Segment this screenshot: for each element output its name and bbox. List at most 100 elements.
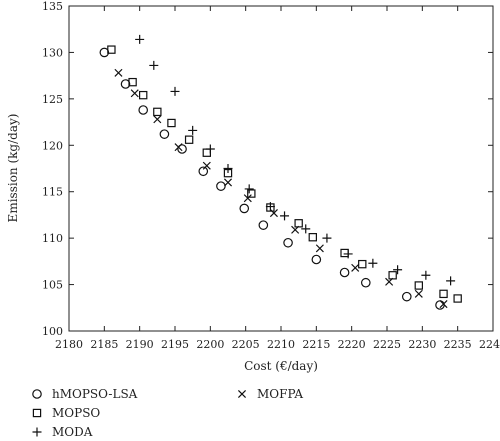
- square-point: [202, 148, 211, 157]
- x-point: [315, 244, 324, 253]
- circle-point: [177, 144, 187, 154]
- y-tick-label: 130: [42, 46, 63, 59]
- square-point: [128, 77, 137, 87]
- square-point: [294, 219, 303, 228]
- square-point: [153, 107, 162, 117]
- plus-point: [205, 144, 215, 154]
- data-points: [99, 34, 462, 310]
- x-point: [385, 277, 394, 286]
- y-tick-label: 110: [42, 232, 63, 245]
- legend-item: MOPSO: [32, 406, 100, 420]
- circle-legend-marker: [32, 389, 42, 399]
- square-point: [107, 45, 116, 54]
- legend-item: MOFPA: [237, 387, 303, 401]
- circle-point: [120, 79, 131, 89]
- legend-label: hMOPSO-LSA: [52, 387, 138, 401]
- y-tick-label: 120: [42, 139, 63, 152]
- legend-label: MOFPA: [257, 387, 303, 401]
- x-tick-label: 2230: [408, 338, 436, 351]
- x-legend-marker: [237, 389, 247, 399]
- x-point: [414, 289, 423, 298]
- series-mofpa: [114, 68, 448, 309]
- x-tick-label: 2200: [196, 338, 224, 351]
- plus-point: [170, 86, 180, 96]
- plus-point: [446, 276, 456, 286]
- x-point: [439, 300, 448, 309]
- plus-point: [421, 270, 431, 280]
- plus-point: [393, 265, 403, 275]
- circle-point: [216, 181, 226, 191]
- axis-ticks: 2180 2185 2190 2195 2200 2205 2210 2215 2220 2225…: [42, 0, 500, 351]
- circle-point: [283, 237, 293, 248]
- x-tick-label: 2235: [444, 338, 472, 351]
- square-point: [184, 135, 194, 144]
- legend-label: MOPSO: [52, 406, 100, 420]
- x-tick-label: 2220: [338, 338, 366, 351]
- circle-point: [401, 291, 412, 302]
- circle-point: [198, 166, 209, 177]
- plus-point: [280, 211, 290, 221]
- y-tick-label: 100: [42, 325, 63, 338]
- square-point: [388, 271, 397, 280]
- plus-point: [368, 258, 378, 268]
- x-tick-label: 2240: [479, 338, 500, 351]
- circle-point: [138, 105, 148, 115]
- plus-point: [135, 34, 145, 44]
- square-point: [439, 289, 448, 299]
- x-point: [243, 194, 252, 203]
- y-tick-label: 135: [42, 0, 63, 13]
- plus-point: [149, 60, 159, 70]
- square-legend-marker: [32, 408, 42, 418]
- x-tick-label: 2190: [126, 338, 154, 351]
- x-point: [291, 225, 300, 234]
- x-tick-label: 2210: [267, 338, 295, 351]
- x-point: [130, 89, 139, 98]
- y-tick-label: 105: [42, 279, 63, 292]
- x-tick-label: 2215: [302, 338, 330, 351]
- x-point: [351, 263, 360, 272]
- series-hmopso-lsa: [99, 47, 445, 310]
- plus-point: [223, 164, 233, 173]
- circle-point: [360, 277, 371, 288]
- circle-point: [159, 129, 170, 139]
- x-tick-label: 2180: [55, 338, 83, 351]
- circle-point: [311, 254, 322, 265]
- square-point: [139, 90, 148, 100]
- series-mopso: [107, 45, 462, 303]
- plus-legend-marker: [32, 427, 42, 437]
- x-tick-label: 2225: [373, 338, 401, 351]
- square-point: [340, 248, 349, 258]
- x-point: [114, 68, 123, 77]
- legend: hMOPSO-LSA MOPSO MODA MOFPA: [32, 387, 303, 439]
- x-tick-label: 2195: [161, 338, 189, 351]
- circle-point: [99, 47, 110, 58]
- circle-point: [239, 203, 250, 214]
- square-point: [414, 281, 424, 290]
- plus-point: [322, 233, 332, 243]
- plus-point: [188, 125, 198, 135]
- legend-item: MODA: [32, 425, 93, 439]
- y-tick-label: 115: [42, 186, 63, 199]
- square-point: [308, 233, 318, 242]
- y-axis-title: Emission (kg/day): [6, 114, 20, 223]
- square-point: [167, 118, 176, 128]
- plot-frame: [68, 5, 494, 332]
- x-tick-label: 2205: [232, 338, 260, 351]
- plus-point: [244, 184, 254, 194]
- series-moda: [135, 34, 456, 286]
- x-tick-label: 2185: [90, 338, 118, 351]
- legend-label: MODA: [52, 425, 93, 439]
- square-point: [247, 189, 256, 198]
- x-point: [269, 209, 278, 218]
- plus-point: [301, 224, 311, 234]
- y-tick-label: 125: [42, 93, 63, 106]
- x-point: [174, 143, 183, 152]
- x-axis-title: Cost (€/day): [244, 359, 318, 373]
- x-point: [153, 115, 162, 124]
- circle-point: [258, 220, 269, 230]
- plus-point: [343, 249, 353, 259]
- x-point: [202, 161, 211, 170]
- x-point: [223, 178, 233, 187]
- circle-point: [339, 267, 350, 278]
